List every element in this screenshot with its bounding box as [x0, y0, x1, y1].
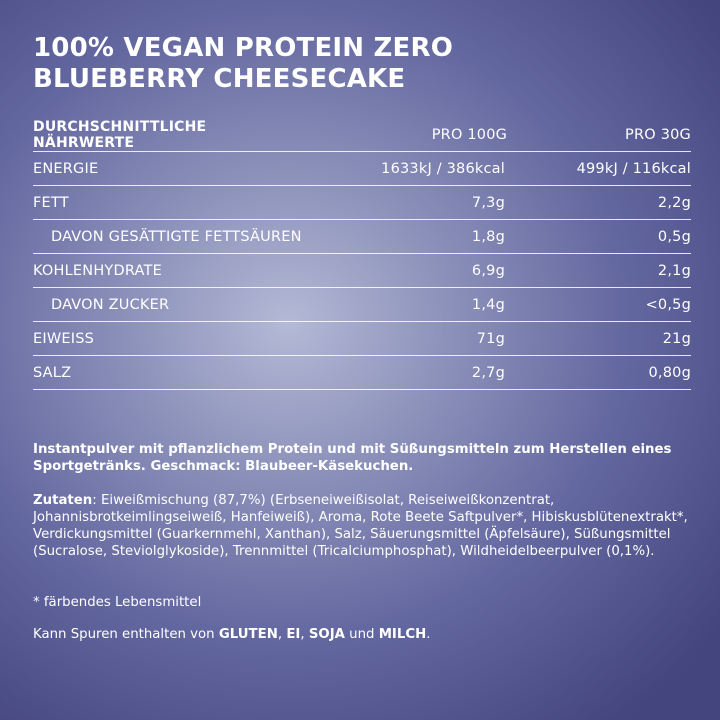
nutrient-per30: 0,5g: [657, 228, 691, 245]
allergen-separator: ,: [277, 627, 287, 642]
ingredients-paragraph: Zutaten: Eiweißmischung (87,7%) (Erbsene…: [33, 492, 693, 560]
allergen-soy: SOJA: [308, 627, 345, 642]
nutrition-row-fat: FETT 7,3g 2,2g: [33, 186, 691, 220]
product-description: Instantpulver mit pflanzlichem Protein u…: [33, 442, 672, 474]
allergen-gluten: GLUTEN: [218, 627, 278, 642]
nutrient-per100: 71g: [476, 330, 505, 347]
nutrient-per30: <0,5g: [645, 296, 691, 313]
nutrition-header-row: DURCHSCHNITTLICHE NÄHRWERTE PRO 100G PRO…: [33, 118, 691, 152]
ingredients-text: : Eiweißmischung (87,7%) (Erbseneiweißis…: [33, 493, 688, 559]
product-title-line2: BLUEBERRY CHEESECAKE: [33, 64, 406, 94]
allergen-separator: und: [344, 627, 379, 642]
nutrition-row-sugar: DAVON ZUCKER 1,4g <0,5g: [33, 288, 691, 322]
product-title: 100% VEGAN PROTEIN ZERO BLUEBERRY CHEESE…: [33, 33, 703, 95]
nutrition-row-carbohydrates: KOHLENHYDRATE 6,9g 2,1g: [33, 254, 691, 288]
nutrient-per30: 2,1g: [657, 262, 691, 279]
nutrition-row-protein: EIWEISS 71g 21g: [33, 322, 691, 356]
nutrition-header-per100: PRO 100G: [431, 126, 508, 143]
nutrient-label: SALZ: [33, 364, 72, 381]
nutrition-row-energy: ENERGIE 1633kJ / 386kcal 499kJ / 116kcal: [33, 152, 691, 186]
coloring-footnote: * färbendes Lebensmittel: [33, 595, 202, 610]
nutrient-label: DAVON ZUCKER: [51, 296, 170, 313]
nutrition-header-per30: PRO 30G: [625, 126, 691, 143]
nutrient-label: DAVON GESÄTTIGTE FETTSÄUREN: [51, 228, 302, 245]
nutrient-per100: 7,3g: [471, 194, 505, 211]
nutrient-per30: 499kJ / 116kcal: [576, 160, 691, 177]
nutrition-header-label: DURCHSCHNITTLICHE NÄHRWERTE: [33, 118, 207, 151]
nutrient-label: EIWEISS: [33, 330, 95, 347]
nutrition-table: DURCHSCHNITTLICHE NÄHRWERTE PRO 100G PRO…: [33, 118, 691, 390]
allergen-egg: EI: [286, 627, 301, 642]
nutrient-per30: 0,80g: [648, 364, 691, 381]
nutrient-per30: 2,2g: [657, 194, 691, 211]
nutrient-per100: 6,9g: [471, 262, 505, 279]
nutrient-per100: 1,4g: [471, 296, 505, 313]
allergen-notice: Kann Spuren enthalten von GLUTEN, EI, SO…: [33, 626, 693, 643]
nutrient-label: FETT: [33, 194, 69, 211]
nutrient-per100: 1,8g: [471, 228, 505, 245]
nutrition-row-salt: SALZ 2,7g 0,80g: [33, 356, 691, 390]
allergen-milk: MILCH: [378, 627, 427, 642]
nutrient-label: KOHLENHYDRATE: [33, 262, 162, 279]
nutrient-per100: 2,7g: [471, 364, 505, 381]
nutrient-per100: 1633kJ / 386kcal: [381, 160, 505, 177]
allergen-prefix: Kann Spuren enthalten von: [33, 627, 219, 642]
product-title-line1: 100% VEGAN PROTEIN ZERO: [33, 33, 454, 63]
nutrient-per30: 21g: [662, 330, 691, 347]
allergen-suffix: .: [426, 627, 431, 642]
nutrition-row-saturated-fat: DAVON GESÄTTIGTE FETTSÄUREN 1,8g 0,5g: [33, 220, 691, 254]
ingredients-label: Zutaten: [33, 493, 93, 508]
nutrient-label: ENERGIE: [33, 160, 99, 177]
allergen-separator: ,: [300, 627, 309, 642]
